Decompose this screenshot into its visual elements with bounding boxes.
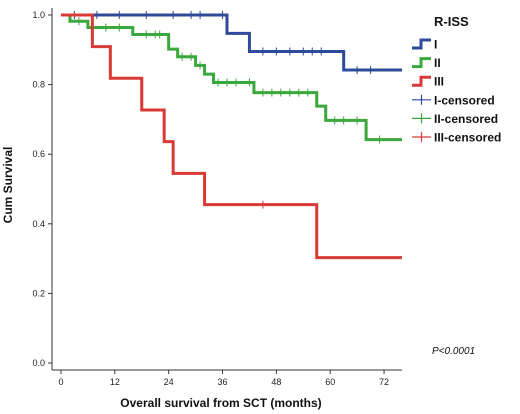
- legend-swatch-ii: [412, 57, 431, 69]
- legend-label-iii: III: [434, 75, 444, 89]
- y-tick-label: 0.2: [32, 288, 45, 298]
- y-tick-label: 0.0: [32, 358, 45, 368]
- survival-line-iii: [60, 13, 402, 260]
- y-tick-label: 0.4: [32, 219, 45, 229]
- y-axis-title: Cum Survival: [1, 147, 15, 224]
- x-tick-label: 12: [110, 377, 120, 387]
- legend-label-ii: II: [434, 56, 441, 70]
- x-axis-title: Overall survival from SCT (months): [120, 396, 321, 410]
- legend-label-iii-censored: III-censored: [434, 131, 501, 145]
- legend-swatch-i: [412, 38, 431, 50]
- x-tick-label: 48: [271, 377, 281, 387]
- legend-swatch-iii: [412, 75, 431, 87]
- legend-label-ii-censored: II-censored: [434, 112, 498, 126]
- axes: 0 12 24 36 48 60 72 0.0 0.2 0.4 0.6 0.8 1.0: [32, 8, 402, 387]
- x-tick-label: 72: [379, 377, 389, 387]
- legend-title: R-ISS: [434, 14, 469, 29]
- survival-curves: [60, 10, 402, 260]
- y-tick-label: 0.8: [32, 80, 45, 90]
- survival-line-i: [60, 13, 402, 72]
- legend-label-i-censored: I-censored: [434, 93, 495, 107]
- x-tick-label: 24: [164, 377, 174, 387]
- legend-label-i: I: [434, 38, 437, 52]
- x-tick-label: 0: [58, 377, 63, 387]
- y-tick-label: 0.6: [32, 149, 45, 159]
- y-tick-label: 1.0: [32, 10, 45, 20]
- x-tick-label: 60: [325, 377, 335, 387]
- p-value-annotation: P<0.0001: [432, 346, 475, 357]
- x-tick-label: 36: [218, 377, 228, 387]
